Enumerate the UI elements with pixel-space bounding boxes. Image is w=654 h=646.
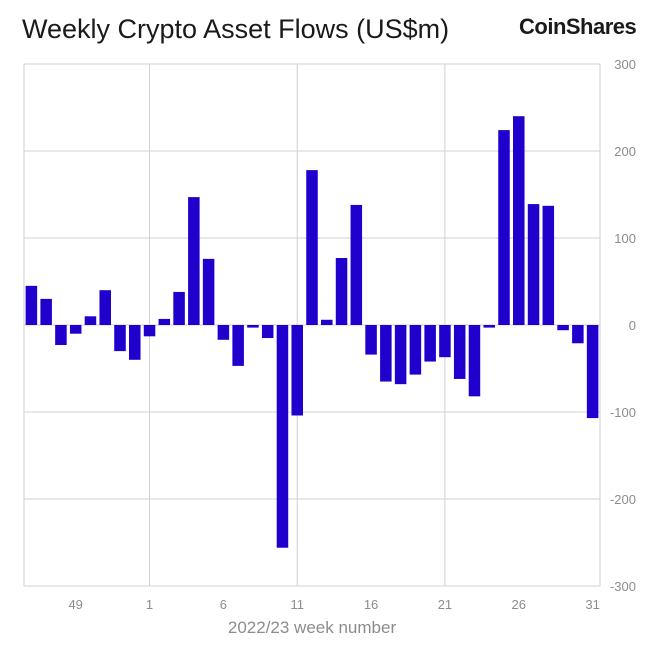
bar-week-15 — [335, 258, 348, 325]
bar-week-12 — [291, 325, 303, 416]
bar-week-22 — [439, 325, 451, 358]
bar-week-7 — [217, 325, 230, 340]
bar-week-10 — [261, 325, 274, 339]
x-tick-label: 11 — [290, 597, 304, 612]
y-tick-label: -300 — [610, 579, 636, 594]
x-axis-ticks: 49 1 6 11 16 21 26 31 — [68, 597, 599, 612]
x-tick-label: 49 — [68, 597, 82, 612]
y-tick-label: 200 — [614, 144, 636, 159]
x-tick-label: 16 — [364, 597, 378, 612]
bar-week-46 — [25, 285, 38, 325]
bar-week-52 — [114, 325, 126, 352]
bar-week-50 — [84, 316, 97, 325]
bar-week-19 — [394, 325, 407, 385]
bar-week-2 — [143, 325, 156, 337]
x-axis-label: 2022/23 week number — [227, 618, 397, 637]
x-tick-label: 6 — [220, 597, 227, 612]
bar-week-48 — [55, 325, 67, 346]
x-tick-label: 21 — [438, 597, 452, 612]
bar-week-25 — [483, 325, 495, 328]
bar-week-1 — [129, 325, 141, 360]
bar-week-51 — [99, 290, 111, 325]
x-tick-label: 31 — [585, 597, 599, 612]
bar-week-16 — [350, 204, 363, 325]
y-axis-ticks: 300 200 100 0 -100 -200 -300 — [610, 57, 636, 594]
bar-week-9 — [247, 325, 259, 328]
x-tick-label: 26 — [512, 597, 526, 612]
bar-week-8 — [232, 325, 244, 366]
bar-week-26 — [498, 130, 510, 325]
bar-week-29 — [542, 205, 555, 325]
y-tick-label: 300 — [614, 57, 636, 72]
bar-week-18 — [380, 325, 392, 382]
bar-week-4 — [173, 291, 185, 325]
bar-week-31 — [572, 325, 584, 344]
y-tick-label: -200 — [610, 492, 636, 507]
bar-week-23 — [453, 325, 466, 379]
bar-week-14 — [321, 319, 333, 325]
bar-week-28 — [527, 204, 540, 325]
bar-week-21 — [424, 325, 436, 362]
bar-week-17 — [365, 325, 377, 355]
coinshares-logo: CoinShares — [519, 14, 637, 39]
bar-week-3 — [158, 318, 171, 325]
bar-week-27 — [513, 116, 525, 325]
bar-week-24 — [468, 325, 481, 397]
y-tick-label: -100 — [610, 405, 636, 420]
bar-week-13 — [306, 170, 318, 325]
x-tick-label: 1 — [146, 597, 153, 612]
bar-week-32 — [586, 325, 599, 419]
bar-week-5 — [188, 197, 200, 325]
bar-week-49 — [69, 325, 82, 334]
bar-week-11 — [276, 325, 289, 548]
y-tick-label: 100 — [614, 231, 636, 246]
y-tick-label: 0 — [629, 318, 636, 333]
chart-title: Weekly Crypto Asset Flows (US$m) — [22, 14, 450, 44]
chart-bars — [25, 116, 599, 548]
bar-week-20 — [409, 325, 422, 375]
bar-week-47 — [40, 298, 52, 325]
bar-week-6 — [202, 258, 215, 325]
bar-week-30 — [557, 325, 569, 331]
